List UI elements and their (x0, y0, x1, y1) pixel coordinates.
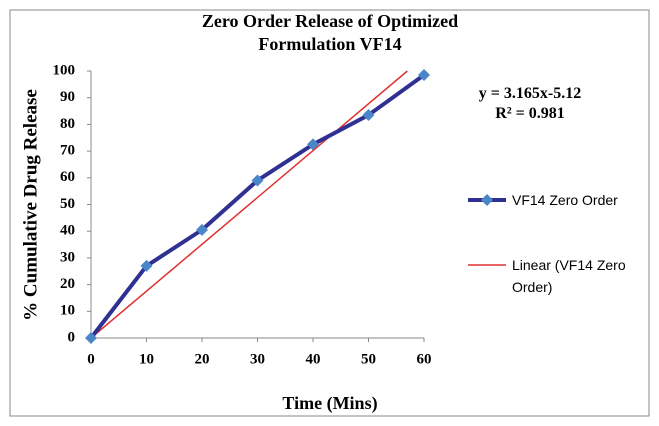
y-tick-label: 40 (60, 223, 75, 239)
equation: y = 3.165x-5.12 (478, 85, 582, 102)
r-squared: R² = 0.981 (495, 105, 565, 122)
x-tick-label: 60 (417, 351, 432, 367)
marker (307, 138, 319, 151)
x-tick-label: 40 (306, 351, 321, 367)
x-axis-label: Time (Mins) (282, 393, 377, 414)
y-tick-label: 50 (60, 196, 75, 212)
marker (196, 223, 208, 236)
y-tick-label: 20 (60, 276, 75, 292)
marker (251, 174, 264, 187)
marker (418, 69, 430, 82)
x-tick-label: 30 (250, 351, 265, 367)
marker (140, 259, 153, 272)
y-axis-label: % Cumulative Drug Release (20, 89, 41, 321)
y-tick-label: 100 (53, 62, 76, 78)
y-tick-label: 0 (68, 329, 76, 345)
marker (85, 332, 97, 344)
legend-marker (481, 194, 493, 206)
y-tick-label: 30 (60, 249, 75, 265)
x-tick-label: 50 (361, 351, 376, 367)
y-tick-label: 10 (60, 303, 75, 319)
marker (362, 109, 375, 122)
trend-line (90, 70, 408, 339)
y-tick-label: 80 (60, 116, 75, 132)
legend-label: Linear (VF14 Zero Order) (512, 257, 626, 295)
chart-title: Zero Order Release of Optimized Formulat… (201, 11, 459, 54)
y-tick-label: 70 (60, 143, 75, 159)
x-tick-label: 0 (87, 351, 95, 367)
series-line (89, 73, 426, 340)
x-tick-label: 20 (195, 351, 210, 367)
y-tick-label: 90 (60, 89, 75, 105)
legend-label: VF14 Zero Order (512, 192, 618, 208)
annotation: y = 3.165x-5.12 R² = 0.981 (460, 84, 600, 124)
chart-border (9, 9, 650, 417)
x-tick-label: 10 (139, 351, 154, 367)
y-tick-label: 60 (60, 169, 75, 185)
